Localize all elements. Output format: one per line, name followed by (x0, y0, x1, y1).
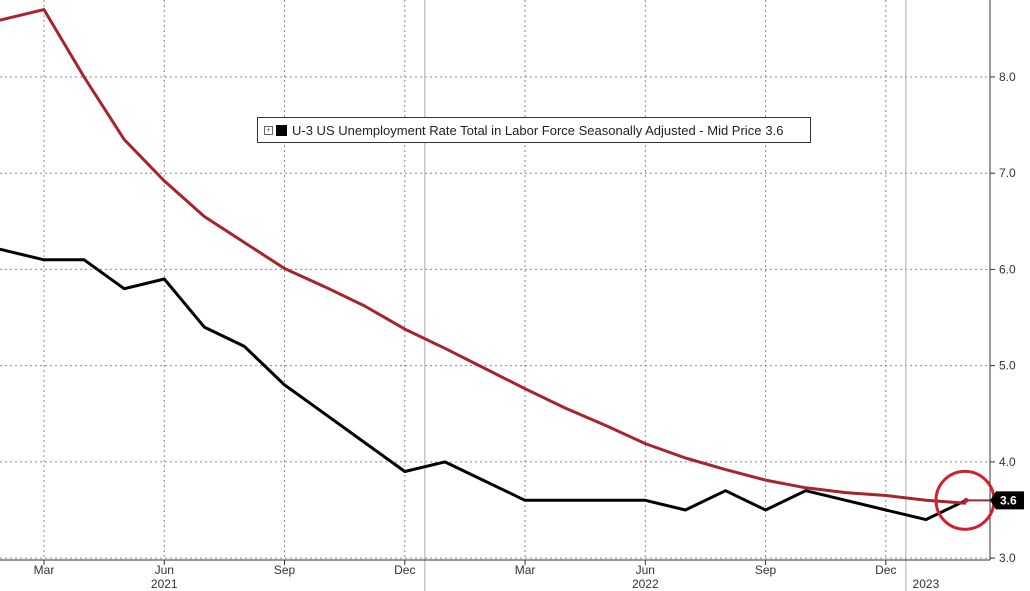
legend-label: U-3 US Unemployment Rate Total in Labor … (292, 122, 762, 138)
x-year-label: 2021 (151, 577, 178, 591)
x-tick-label: Dec (875, 563, 896, 577)
marks-layer: 3.6 (934, 469, 1024, 531)
x-tick-label: Jun (155, 563, 174, 577)
x-tick-label: Mar (34, 563, 55, 577)
series-line-2 (0, 8, 967, 505)
legend-value: 3.6 (765, 122, 784, 138)
y-tick-label: 6.0 (999, 262, 1016, 276)
x-tick-label: Dec (394, 563, 415, 577)
x-tick-label: Mar (515, 563, 536, 577)
y-tick-label: 5.0 (999, 359, 1016, 373)
grid-lines (0, 0, 990, 591)
y-tick-label: 7.0 (999, 166, 1016, 180)
legend-swatch (276, 124, 287, 136)
x-tick-label: Jun (636, 563, 655, 577)
y-tick-label: 4.0 (999, 455, 1016, 469)
x-year-label: 2023 (913, 577, 940, 591)
series-line-1 (0, 247, 967, 522)
last-value-label-bg (990, 491, 1024, 510)
y-tick-label: 8.0 (999, 70, 1016, 84)
x-tick-label: Sep (274, 563, 296, 577)
x-year-label: 2022 (632, 577, 659, 591)
x-tick-label: Sep (755, 563, 777, 577)
y-tick-label: 3.0 (999, 551, 1016, 565)
series-layer (0, 8, 967, 522)
legend: + U-3 US Unemployment Rate Total in Labo… (257, 117, 811, 143)
last-value-label: 3.6 (1000, 493, 1017, 507)
expand-icon[interactable]: + (264, 125, 273, 135)
